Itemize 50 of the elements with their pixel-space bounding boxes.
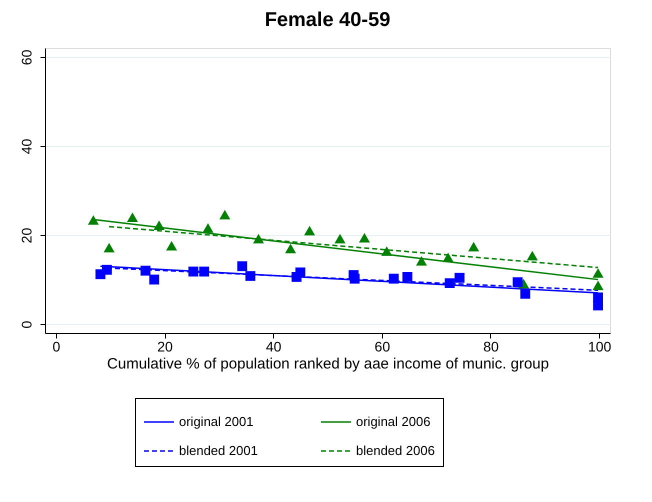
point bbox=[416, 256, 426, 266]
point bbox=[254, 234, 264, 244]
point bbox=[128, 213, 138, 222]
legend-label: blended 2006 bbox=[356, 443, 435, 458]
x-tick-label: 40 bbox=[266, 338, 282, 354]
point bbox=[237, 261, 248, 272]
legend-label: original 2006 bbox=[356, 414, 430, 429]
point bbox=[140, 266, 150, 276]
point bbox=[292, 272, 302, 282]
point bbox=[166, 242, 177, 251]
x-tick-label: 60 bbox=[374, 338, 390, 354]
point bbox=[149, 274, 160, 284]
point bbox=[304, 226, 315, 236]
point bbox=[95, 269, 106, 280]
point bbox=[360, 234, 370, 243]
x-tick-label: 80 bbox=[483, 338, 499, 354]
point bbox=[454, 272, 464, 283]
x-axis-title: Cumulative % of population ranked by aae income of munic. group bbox=[107, 356, 549, 372]
point bbox=[593, 268, 603, 278]
y-tick-label: 0 bbox=[18, 320, 34, 328]
point bbox=[335, 234, 345, 244]
point bbox=[203, 224, 213, 233]
point bbox=[593, 292, 603, 302]
y-tick-label: 20 bbox=[18, 228, 34, 244]
point bbox=[402, 272, 412, 282]
x-tick-label: 0 bbox=[52, 338, 60, 354]
point bbox=[188, 266, 198, 276]
point bbox=[527, 252, 538, 260]
point bbox=[88, 216, 98, 225]
point bbox=[468, 242, 479, 252]
legend-label: blended 2001 bbox=[179, 443, 258, 458]
point bbox=[382, 247, 392, 256]
x-tick-label: 100 bbox=[588, 338, 612, 354]
point bbox=[593, 281, 603, 290]
point bbox=[388, 274, 399, 284]
point bbox=[520, 288, 530, 299]
point bbox=[286, 244, 296, 254]
point bbox=[443, 253, 454, 262]
point bbox=[245, 271, 256, 281]
point bbox=[512, 277, 523, 288]
y-tick-label: 40 bbox=[18, 138, 34, 154]
point bbox=[154, 221, 164, 230]
y-tick-label: 60 bbox=[18, 49, 34, 66]
x-tick-label: 20 bbox=[157, 338, 174, 354]
point bbox=[444, 278, 455, 288]
chart-title: Female 40-59 bbox=[264, 9, 390, 31]
point bbox=[220, 210, 230, 220]
legend-label: original 2001 bbox=[179, 414, 254, 429]
point bbox=[199, 266, 210, 276]
point bbox=[104, 244, 114, 252]
